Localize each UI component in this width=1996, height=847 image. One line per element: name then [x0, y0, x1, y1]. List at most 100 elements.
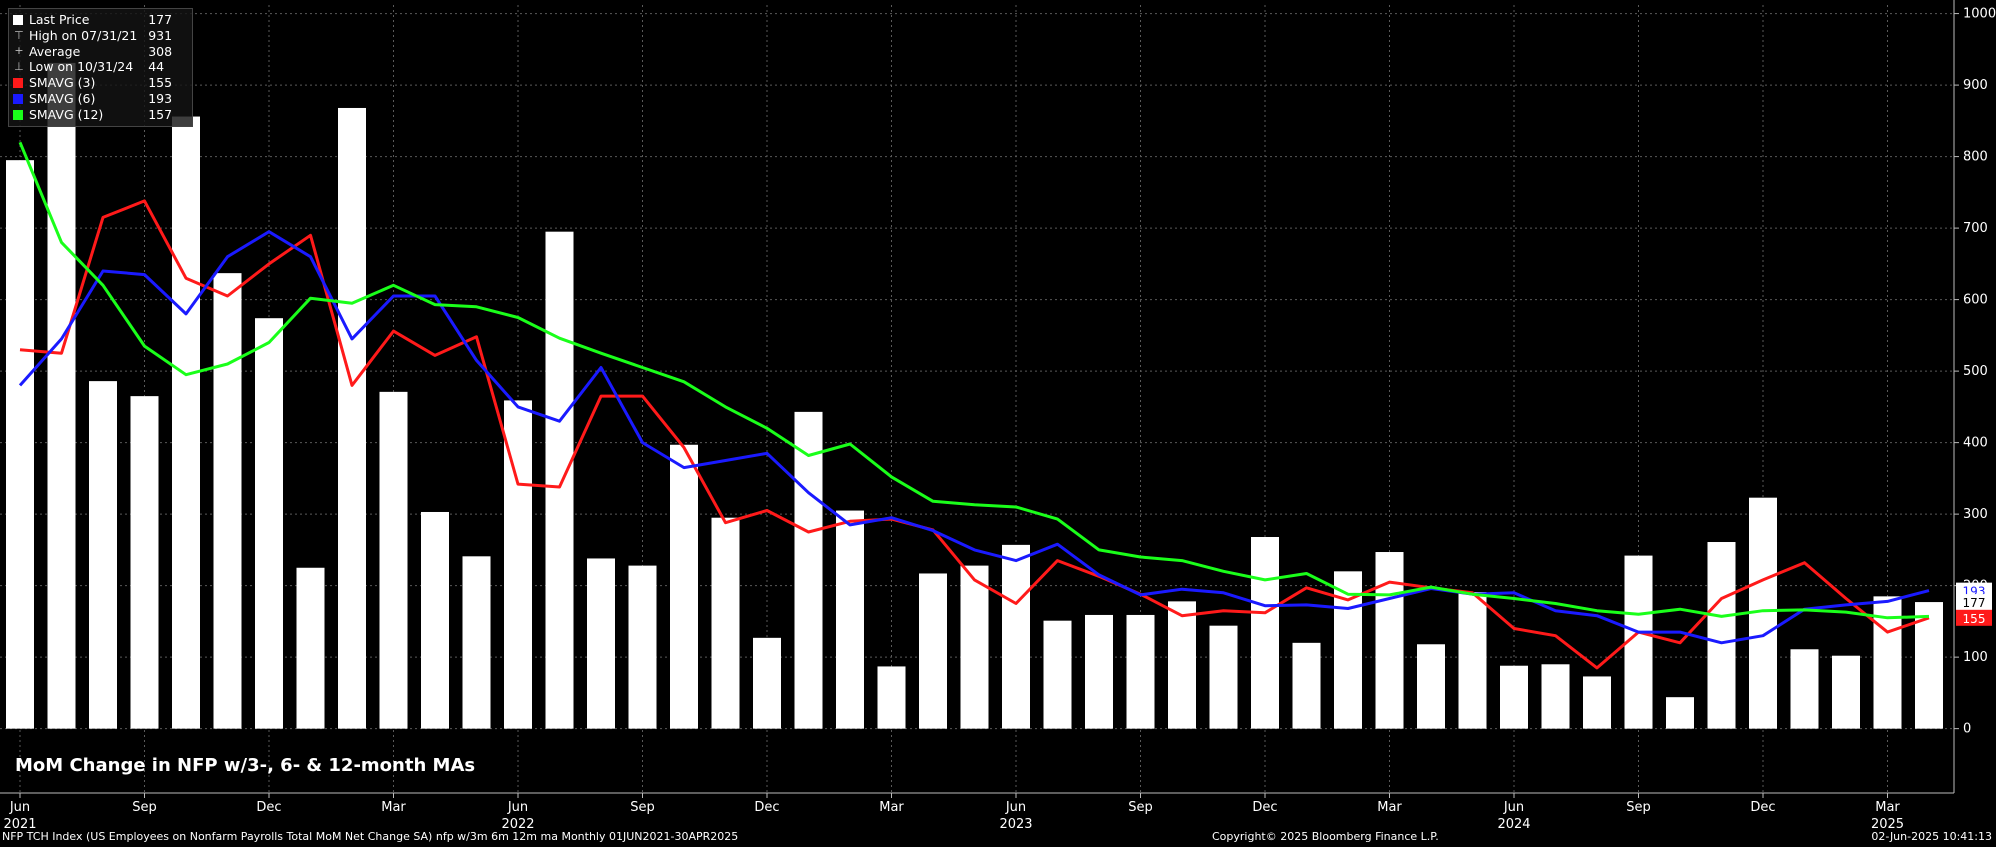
bar	[255, 318, 283, 729]
legend-label: Average	[28, 43, 81, 59]
legend-entry: Last Price 177	[13, 12, 188, 28]
legend-value: 193	[148, 90, 173, 106]
x-year-label: 2024	[1497, 817, 1530, 832]
legend-value: 157	[148, 106, 173, 122]
legend-avg-icon: +	[14, 44, 24, 58]
bar	[670, 444, 698, 729]
bar	[47, 62, 76, 729]
x-year-label: 2021	[3, 817, 36, 832]
legend-swatch	[13, 14, 23, 25]
legend-low-icon: ⊥	[14, 60, 24, 74]
bar	[1915, 602, 1943, 729]
bar	[296, 567, 325, 729]
legend-high-icon: ⊤	[14, 28, 24, 42]
bar	[545, 231, 574, 729]
y-tick-label: 1000	[1963, 7, 1996, 22]
x-tick-label: Dec	[1252, 800, 1277, 815]
bar	[1707, 542, 1736, 729]
footer-description: NFP TCH Index (US Employees on Nonfarm P…	[2, 830, 739, 843]
x-year-label: 2023	[999, 817, 1032, 832]
bar	[379, 391, 408, 729]
bar	[130, 396, 159, 729]
legend-label: SMAVG (3)	[28, 75, 96, 91]
bar	[919, 573, 947, 729]
x-tick-label: Dec	[256, 800, 281, 815]
legend-label: Low on 10/31/24	[28, 59, 134, 75]
bar	[1292, 642, 1321, 729]
x-year-label: 2025	[1871, 817, 1904, 832]
bar	[1168, 601, 1196, 729]
legend-entry: ⊤ High on 07/31/21 931	[13, 28, 188, 44]
legend-value: 931	[148, 27, 173, 43]
legend-label: SMAVG (12)	[28, 106, 104, 122]
footer-timestamp: 02-Jun-2025 10:41:13	[1871, 830, 1992, 843]
bar	[1043, 620, 1072, 729]
bar	[213, 273, 242, 729]
last-value-tag-bg	[1956, 609, 1992, 626]
bar	[1832, 655, 1860, 729]
bar	[628, 565, 657, 729]
bar	[587, 558, 615, 729]
legend-value: 155	[148, 75, 173, 91]
legend-entry: SMAVG (3) 155	[13, 75, 188, 91]
x-tick-label: Sep	[1128, 800, 1153, 815]
y-tick-label: 0	[1963, 722, 1971, 737]
bar	[1458, 592, 1487, 729]
bar	[462, 556, 491, 729]
y-tick-label: 900	[1963, 78, 1988, 93]
bar-series	[6, 62, 1943, 729]
bar	[1541, 664, 1570, 729]
bar	[1251, 537, 1279, 729]
bar	[1583, 676, 1611, 729]
y-tick-label: 300	[1963, 507, 1988, 522]
bar	[421, 511, 449, 729]
y-tick-label: 100	[1963, 650, 1988, 665]
line-smavg-3	[19, 199, 1930, 670]
legend-swatch	[13, 78, 23, 89]
bar	[1500, 665, 1528, 729]
bar	[1790, 649, 1819, 729]
y-tick-label: 400	[1963, 436, 1988, 451]
x-tick-label: Mar	[1377, 800, 1402, 815]
line-series	[18, 141, 1930, 670]
x-tick-label: Mar	[381, 800, 406, 815]
line-smavg-12	[18, 141, 1930, 620]
x-year-label: 2022	[501, 817, 534, 832]
x-tick-label: Dec	[1750, 800, 1775, 815]
x-tick-label: Sep	[132, 800, 157, 815]
bar	[794, 411, 823, 729]
y-tick-label: 800	[1963, 150, 1988, 165]
bar	[338, 107, 366, 729]
legend-entry: ⊥ Low on 10/31/24 44	[13, 59, 188, 75]
last-value-tag-label: 177	[1963, 596, 1986, 610]
chart-title: MoM Change in NFP w/3-, 6- & 12-month MA…	[15, 755, 476, 776]
legend-value: 44	[148, 59, 165, 75]
x-tick-label: Jun	[507, 800, 528, 815]
bar	[711, 517, 740, 729]
legend-entry: SMAVG (12) 157	[13, 107, 188, 123]
bar	[1002, 544, 1030, 729]
x-tick-label: Sep	[1626, 800, 1651, 815]
x-tick-label: Mar	[879, 800, 904, 815]
legend: Last Price 177 ⊤ High on 07/31/21 931 + Averag…	[8, 8, 193, 127]
x-tick-label: Jun	[9, 800, 30, 815]
bar	[1085, 614, 1113, 729]
y-tick-label: 700	[1963, 221, 1988, 236]
last-value-tag-bg	[1956, 594, 1992, 611]
line-smavg-6	[18, 230, 1930, 645]
bar	[89, 381, 117, 729]
legend-label: Last Price	[28, 12, 90, 27]
last-value-tag: 155	[1956, 609, 1992, 626]
legend-label: High on 07/31/21	[28, 27, 138, 43]
legend-label: SMAVG (6)	[28, 90, 96, 106]
bar	[877, 666, 906, 729]
y-tick-label: 500	[1963, 364, 1988, 379]
x-tick-label: Sep	[630, 800, 655, 815]
legend-entry: SMAVG (6) 193	[13, 91, 188, 107]
x-tick-label: Dec	[754, 800, 779, 815]
bar	[753, 637, 781, 729]
bar	[1666, 697, 1694, 729]
bar	[6, 160, 34, 729]
